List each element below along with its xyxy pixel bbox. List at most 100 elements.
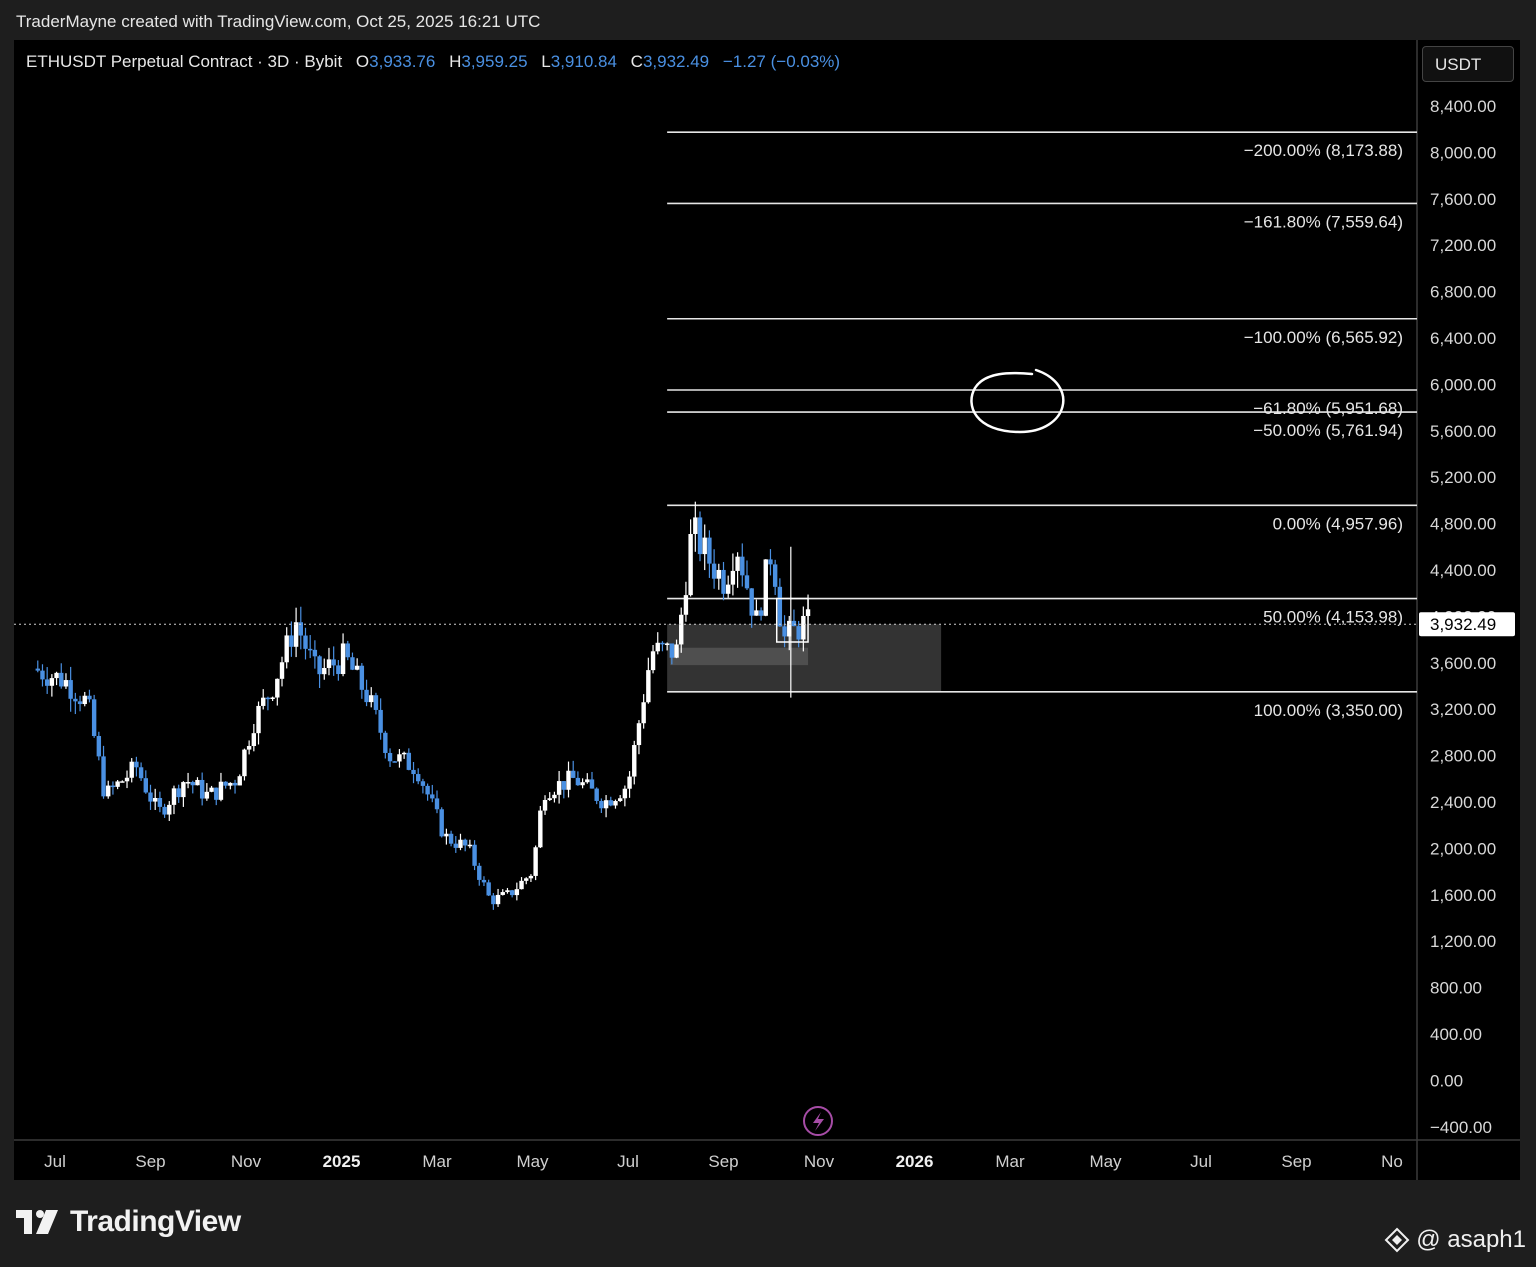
watermark-handle: @ asaph1 bbox=[1416, 1226, 1526, 1253]
candle-body bbox=[636, 723, 642, 746]
price-tick-label: 2,800.00 bbox=[1430, 747, 1496, 766]
candle-body bbox=[561, 781, 567, 790]
lightning-icon bbox=[813, 1112, 824, 1131]
candle-body bbox=[96, 736, 102, 757]
price-tick-label: 8,000.00 bbox=[1430, 143, 1496, 162]
candle-body bbox=[725, 584, 731, 594]
candle-body bbox=[350, 657, 355, 670]
candle-body bbox=[646, 670, 651, 703]
candle-body bbox=[279, 662, 285, 679]
candle-body bbox=[322, 667, 327, 675]
candle-body bbox=[740, 556, 745, 576]
time-tick-label: Jul bbox=[617, 1152, 639, 1171]
candle-body bbox=[575, 777, 581, 786]
candle-body bbox=[749, 588, 754, 616]
price-tick-label: 4,400.00 bbox=[1430, 561, 1496, 580]
candle-body bbox=[181, 782, 186, 798]
candle-body bbox=[603, 800, 609, 809]
candle-body bbox=[199, 779, 205, 799]
candle-body bbox=[608, 800, 613, 806]
candle-body bbox=[73, 698, 78, 702]
last-price-badge bbox=[1419, 612, 1515, 637]
high-value: 3,959.25 bbox=[461, 52, 528, 71]
candle-body bbox=[500, 892, 505, 895]
candle-body bbox=[566, 770, 571, 790]
candle-body bbox=[744, 575, 750, 589]
candle-body bbox=[397, 754, 402, 762]
candle-body bbox=[138, 767, 144, 779]
candle-body bbox=[439, 809, 444, 837]
price-tick-label: 0.00 bbox=[1430, 1071, 1463, 1090]
replay-icon[interactable] bbox=[803, 1106, 833, 1136]
candle-body bbox=[275, 678, 280, 698]
candle-body bbox=[124, 777, 130, 782]
fib-level-label: −100.00% (6,565.92) bbox=[1244, 328, 1403, 347]
candle-body bbox=[730, 570, 736, 585]
candle-body bbox=[209, 787, 214, 792]
candle-body bbox=[787, 620, 792, 637]
chart-canvas[interactable]: −200.00% (8,173.88) −161.80% (7,559.64) −1… bbox=[0, 0, 1536, 1190]
candle-body bbox=[232, 782, 238, 786]
time-tick-label: Jul bbox=[1190, 1152, 1212, 1171]
candle-body bbox=[664, 643, 670, 645]
candle-body bbox=[617, 798, 623, 802]
candle-body bbox=[571, 770, 576, 778]
candle-body bbox=[669, 643, 675, 658]
candle-body bbox=[632, 745, 637, 777]
candle-body bbox=[77, 701, 83, 705]
candle-body bbox=[152, 798, 158, 802]
candle-body bbox=[495, 894, 501, 905]
symbol-legend: ETHUSDT Perpetual Contract · 3D · Bybit … bbox=[26, 52, 840, 72]
price-tick-label: 1,600.00 bbox=[1430, 886, 1496, 905]
price-tick-label: 8,400.00 bbox=[1430, 97, 1496, 116]
candle-body bbox=[383, 732, 388, 753]
candle-body bbox=[317, 656, 322, 675]
candle-body bbox=[190, 782, 195, 786]
candle-body bbox=[251, 733, 257, 747]
candle-body bbox=[486, 882, 491, 896]
candle-body bbox=[59, 672, 64, 687]
fib-level-label: −50.00% (5,761.94) bbox=[1253, 421, 1403, 440]
currency-selector[interactable]: USDT bbox=[1422, 46, 1514, 82]
candle-body bbox=[533, 847, 538, 876]
candle-body bbox=[589, 779, 595, 789]
candle-body bbox=[688, 534, 693, 596]
candle-body bbox=[585, 779, 590, 783]
candle-body bbox=[796, 626, 801, 640]
price-tick-label: 3,200.00 bbox=[1430, 700, 1496, 719]
candle-body bbox=[754, 610, 759, 616]
low-value: 3,910.84 bbox=[550, 52, 617, 71]
candle-body bbox=[326, 659, 332, 668]
close-value: 3,932.49 bbox=[642, 52, 710, 71]
candle-body bbox=[580, 782, 585, 786]
candle-body bbox=[735, 556, 740, 571]
candle-body bbox=[293, 622, 299, 647]
candle-body bbox=[434, 798, 440, 810]
candle-body bbox=[242, 749, 247, 777]
candle-body bbox=[223, 781, 228, 786]
fib-level-label: 50.00% (4,153.98) bbox=[1263, 608, 1403, 627]
candle-body bbox=[214, 787, 219, 800]
candle-body bbox=[82, 695, 87, 705]
candle-body bbox=[763, 559, 768, 616]
candle-body bbox=[303, 635, 308, 649]
symbol-title: ETHUSDT Perpetual Contract · 3D · Bybit bbox=[26, 52, 343, 71]
tradingview-logo-icon bbox=[16, 1210, 58, 1234]
fib-level-label: 0.00% (4,957.96) bbox=[1273, 514, 1403, 533]
time-tick-label: Sep bbox=[135, 1152, 165, 1171]
candle-body bbox=[420, 781, 426, 786]
candle-body bbox=[392, 761, 397, 763]
candle-body bbox=[716, 569, 722, 579]
candle-body bbox=[674, 644, 679, 658]
time-tick-label: Mar bbox=[995, 1152, 1025, 1171]
author-watermark: @ asaph1 bbox=[1384, 1226, 1526, 1254]
candle-body bbox=[552, 794, 557, 799]
candle-body bbox=[556, 781, 562, 795]
candle-body bbox=[791, 620, 797, 627]
candle-body bbox=[298, 622, 303, 636]
price-tick-label: 4,800.00 bbox=[1430, 515, 1496, 534]
candle-body bbox=[411, 769, 416, 775]
last-price-label: 3,932.49 bbox=[1430, 615, 1496, 634]
price-tick-label: 3,600.00 bbox=[1430, 654, 1496, 673]
candle-body bbox=[54, 672, 59, 679]
